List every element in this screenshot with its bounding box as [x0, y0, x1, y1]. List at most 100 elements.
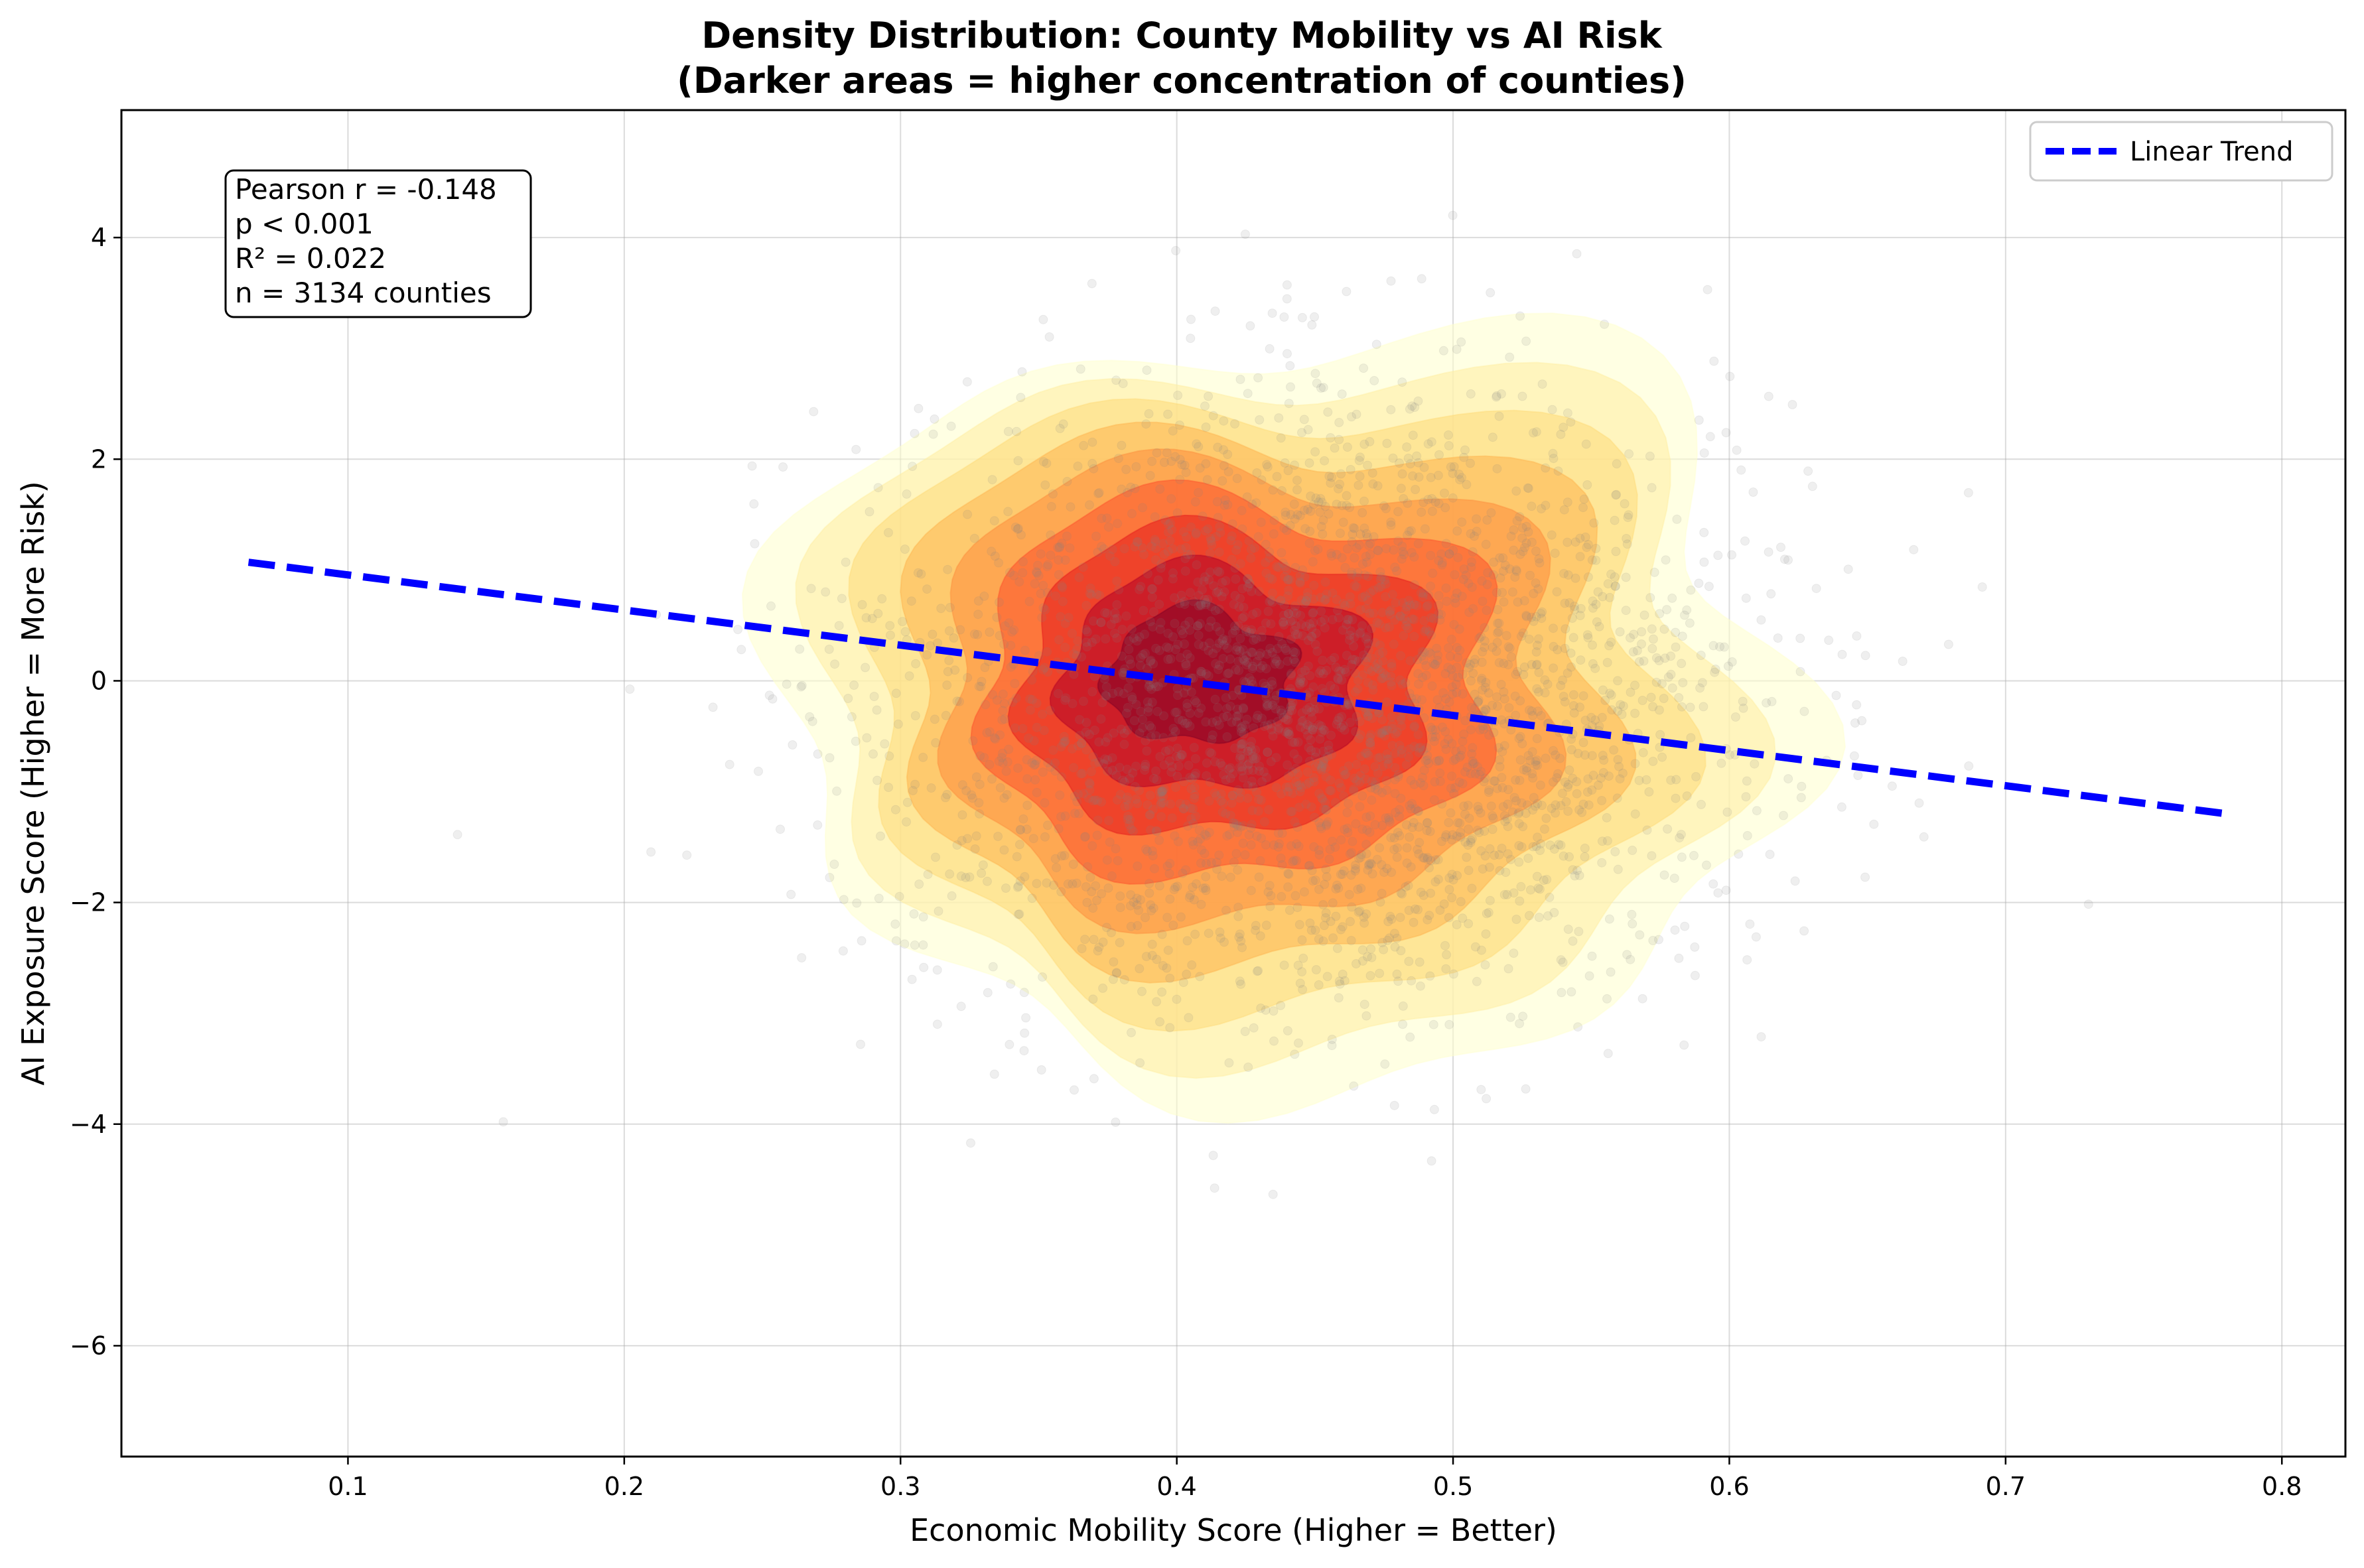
county-point: [1488, 811, 1497, 820]
county-point: [1075, 731, 1085, 740]
county-point: [1155, 484, 1165, 494]
county-point: [974, 681, 984, 691]
county-point: [1511, 486, 1521, 496]
county-point: [977, 677, 987, 686]
county-point: [1638, 748, 1648, 757]
county-point: [1570, 537, 1580, 547]
county-point: [1257, 714, 1267, 723]
county-point: [1449, 462, 1459, 472]
county-point: [1317, 793, 1327, 803]
county-point: [1354, 854, 1364, 864]
county-point: [1306, 506, 1316, 516]
county-point: [1349, 784, 1359, 794]
county-point: [1174, 714, 1184, 724]
county-point: [1180, 460, 1190, 470]
county-point: [1131, 761, 1141, 771]
county-point: [1480, 851, 1490, 861]
county-point: [982, 728, 992, 738]
county-point: [1036, 549, 1046, 559]
county-point: [1528, 805, 1538, 815]
county-point: [1111, 844, 1121, 854]
county-point: [1583, 774, 1593, 784]
county-point: [1236, 979, 1246, 989]
county-point: [1367, 776, 1377, 786]
county-point: [1450, 570, 1460, 580]
county-point: [1327, 1035, 1337, 1044]
county-point: [1535, 846, 1545, 856]
county-point: [1004, 744, 1014, 754]
county-point: [1138, 503, 1147, 513]
county-point: [1344, 615, 1354, 625]
county-point: [975, 779, 985, 789]
county-point: [1336, 667, 1346, 677]
county-point: [1659, 870, 1669, 880]
county-point: [1387, 868, 1397, 878]
county-point: [1024, 596, 1034, 606]
county-point: [1265, 643, 1275, 653]
county-point: [1168, 426, 1178, 436]
county-point: [1182, 936, 1192, 946]
county-point: [1093, 795, 1102, 805]
county-point: [1359, 918, 1369, 928]
county-point: [1326, 549, 1336, 558]
county-point: [1492, 464, 1502, 474]
county-point: [1409, 580, 1419, 590]
county-point: [813, 820, 823, 830]
county-point: [1166, 654, 1176, 664]
county-point: [1159, 549, 1169, 559]
county-point: [1210, 306, 1220, 316]
county-point: [1521, 612, 1531, 621]
county-point: [1343, 828, 1353, 838]
county-point: [1494, 850, 1504, 860]
county-point: [1308, 723, 1318, 732]
county-point: [1233, 865, 1243, 875]
county-point: [1261, 664, 1271, 674]
county-point: [1195, 619, 1205, 629]
county-point: [1444, 885, 1454, 894]
county-point: [1231, 849, 1241, 858]
county-point: [1224, 668, 1234, 678]
county-point: [1484, 688, 1494, 698]
county-point: [1484, 787, 1494, 797]
county-point: [1288, 789, 1298, 799]
county-point: [1727, 550, 1736, 560]
county-point: [928, 629, 938, 639]
county-point: [1288, 767, 1297, 777]
county-point: [1182, 969, 1192, 979]
county-point: [1336, 835, 1346, 845]
county-point: [1289, 856, 1299, 866]
county-point: [1606, 569, 1616, 579]
county-point: [1462, 852, 1472, 862]
county-point: [1200, 572, 1210, 582]
county-point: [1286, 702, 1296, 712]
county-point: [1522, 763, 1532, 773]
county-point: [1145, 617, 1155, 627]
county-point: [1297, 717, 1307, 726]
county-point: [1509, 888, 1519, 898]
county-point: [1322, 589, 1332, 599]
county-point: [1251, 921, 1261, 931]
county-point: [923, 870, 933, 880]
county-point: [1180, 620, 1190, 630]
county-point: [1588, 640, 1597, 650]
county-point: [1147, 939, 1157, 949]
county-point: [978, 860, 988, 870]
county-point: [1539, 876, 1549, 885]
county-point: [1336, 722, 1346, 732]
county-point: [1697, 799, 1706, 809]
county-point: [1147, 723, 1156, 733]
county-point: [1359, 764, 1369, 774]
county-point: [1362, 825, 1372, 835]
county-point: [1534, 913, 1544, 923]
county-point: [1690, 970, 1700, 980]
county-point: [1478, 724, 1488, 734]
county-point: [952, 840, 962, 850]
county-point: [1131, 795, 1141, 804]
county-point: [1672, 514, 1682, 524]
county-point: [1292, 781, 1302, 791]
county-point: [985, 759, 995, 769]
county-point: [1235, 633, 1245, 643]
county-point: [1263, 606, 1273, 616]
county-point: [1262, 699, 1272, 709]
